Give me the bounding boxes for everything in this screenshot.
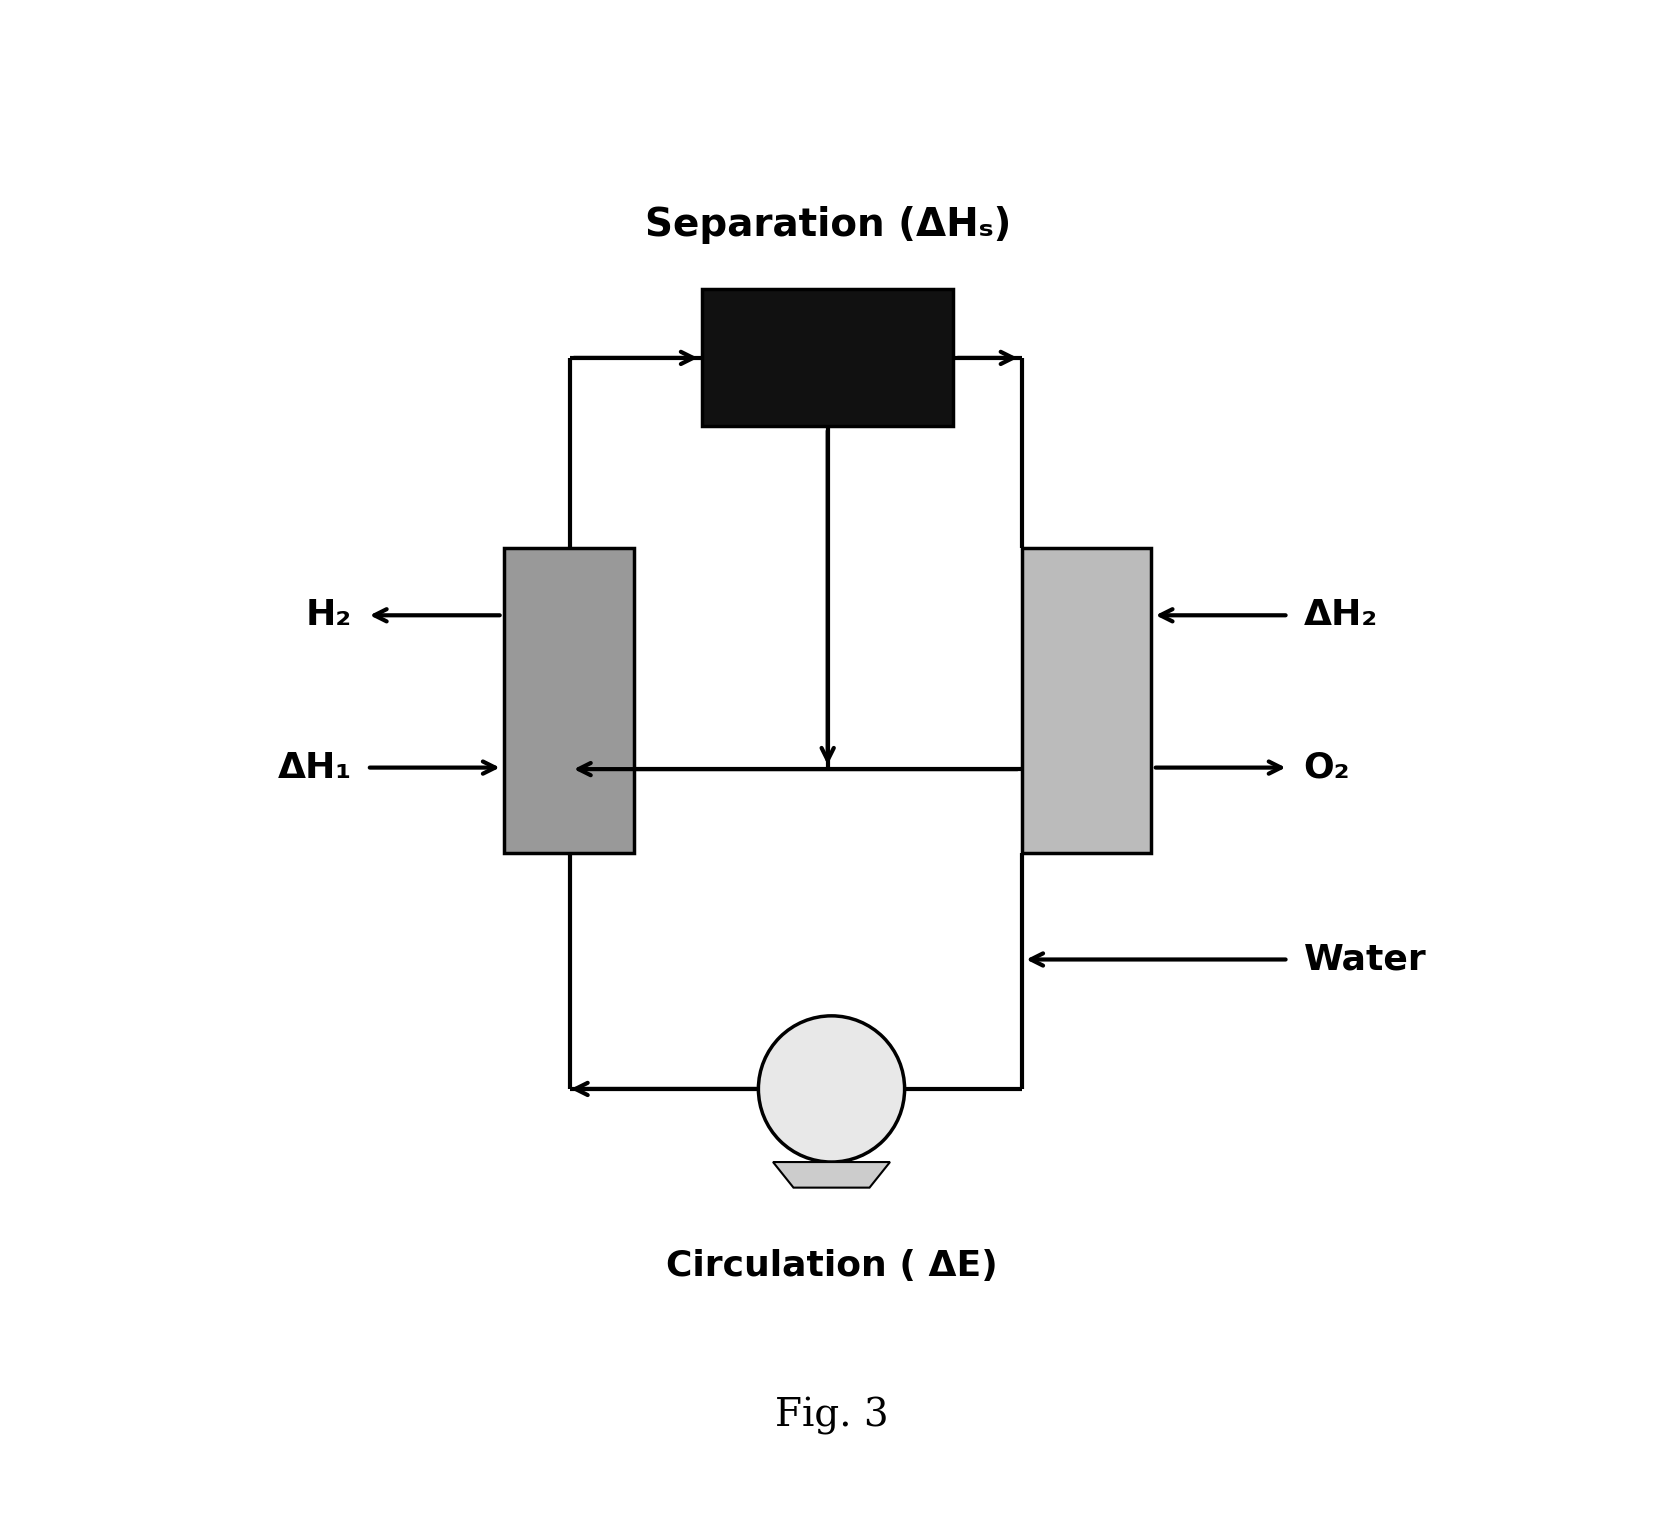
Bar [504,548,634,853]
Text: Circulation ( ΔE): Circulation ( ΔE) [665,1249,998,1282]
Text: ΔH₂: ΔH₂ [1304,599,1377,632]
Text: Fig. 3: Fig. 3 [775,1398,888,1435]
Polygon shape [773,1162,890,1188]
Text: Separation (ΔHₛ): Separation (ΔHₛ) [645,206,1011,244]
Text: H₂: H₂ [306,599,353,632]
Text: Water: Water [1304,943,1427,976]
Bar [1021,548,1151,853]
Text: ΔH₁: ΔH₁ [278,751,353,784]
Circle shape [758,1016,905,1162]
Text: O₂: O₂ [1304,751,1350,784]
Bar [702,289,953,426]
